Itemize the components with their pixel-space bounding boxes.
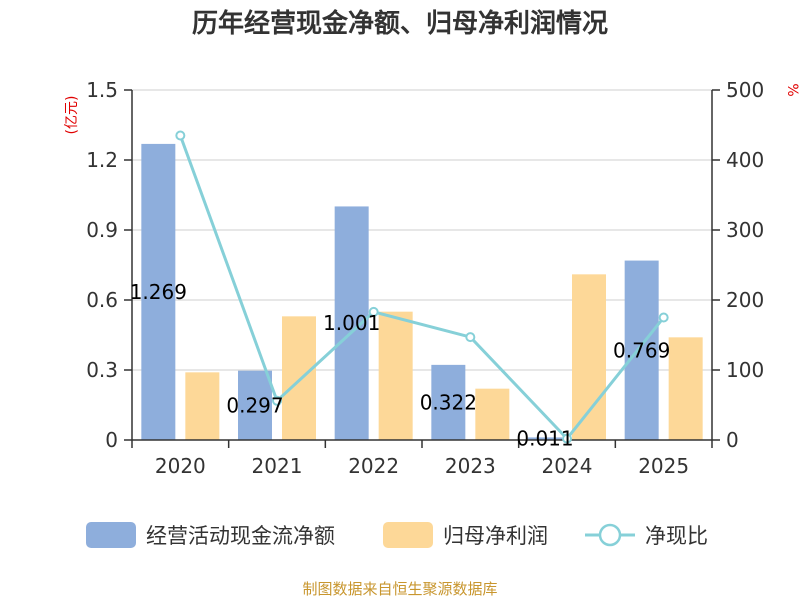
legend-label: 归母净利润 xyxy=(443,524,548,548)
data-label: 1.001 xyxy=(323,311,380,335)
cashflow-bar-2024[interactable] xyxy=(528,437,562,440)
axes: 0 0.3 0.6 0.9 1.2 1.5 0 100 200 300 400 500 2020 2021… xyxy=(64,78,800,478)
y-left-tick-label: 0 xyxy=(105,428,118,452)
legend-item-1[interactable]: 归母净利润 xyxy=(383,522,548,548)
chart-title: 历年经营现金净额、归母净利润情况 xyxy=(192,8,608,39)
legend-label: 净现比 xyxy=(645,524,708,548)
ratio-line xyxy=(175,130,669,444)
cashflow-bar-2023[interactable] xyxy=(431,364,466,440)
data-label: 1.269 xyxy=(130,280,187,304)
y-right-tick-label: 200 xyxy=(726,288,764,312)
x-tick-label: 2025 xyxy=(638,454,689,478)
cashflow-bar-2025[interactable] xyxy=(624,260,659,440)
ratio-point-2023[interactable] xyxy=(465,332,476,343)
y-left-tick-label: 0.3 xyxy=(86,358,118,382)
ratio-point-2022[interactable] xyxy=(368,306,379,317)
legend-item-2[interactable]: 净现比 xyxy=(585,523,708,548)
source-note: 制图数据来自恒生聚源数据库 xyxy=(302,580,497,598)
legend-swatch xyxy=(383,522,433,548)
profit-bar-2025[interactable] xyxy=(668,337,703,440)
y-left-tick-label: 0.9 xyxy=(86,218,118,242)
ratio-point-2021[interactable] xyxy=(272,395,282,406)
cashflow-bar-2021[interactable] xyxy=(238,370,272,440)
y-right-tick-label: 500 xyxy=(726,78,764,102)
x-tick-label: 2024 xyxy=(542,454,593,478)
y-left-tick-label: 0.6 xyxy=(86,288,118,312)
legend-marker xyxy=(598,523,622,547)
profit-bar-2020[interactable] xyxy=(185,372,220,440)
ratio-point-2024[interactable] xyxy=(562,433,572,444)
data-label: 0.297 xyxy=(226,393,283,417)
ratio-point-2025[interactable] xyxy=(658,312,669,323)
ratio-point-2020[interactable] xyxy=(175,130,186,141)
profit-bar-2022[interactable] xyxy=(378,311,413,440)
data-label: 0.011 xyxy=(516,427,573,451)
data-labels: 1.269 0.297 1.001 0.322 0.011 0.769 xyxy=(130,280,671,451)
cashflow-bar-2020[interactable] xyxy=(141,143,176,440)
x-tick-label: 2021 xyxy=(252,454,303,478)
legend-label: 经营活动现金流净额 xyxy=(146,524,335,548)
grid-lines xyxy=(132,89,712,371)
y-left-tick-label: 1.2 xyxy=(86,148,118,172)
y-right-tick-label: 0 xyxy=(726,428,739,452)
y-left-unit: (亿元) xyxy=(64,96,80,135)
data-label: 0.322 xyxy=(420,390,477,414)
ratio-line-path xyxy=(178,134,665,441)
profit-bar-2023[interactable] xyxy=(475,388,510,440)
y-right-unit: % xyxy=(784,83,800,96)
y-right-tick-label: 400 xyxy=(726,148,764,172)
profit-bar-2021[interactable] xyxy=(282,316,316,440)
x-tick-label: 2022 xyxy=(348,454,399,478)
legend[interactable]: 经营活动现金流净额 归母净利润 净现比 xyxy=(86,522,708,548)
profit-bar-2024[interactable] xyxy=(572,274,606,440)
y-left-tick-label: 1.5 xyxy=(86,78,118,102)
legend-item-0[interactable]: 经营活动现金流净额 xyxy=(86,522,335,548)
x-tick-label: 2020 xyxy=(155,454,206,478)
data-label: 0.769 xyxy=(613,338,670,362)
x-tick-label: 2023 xyxy=(445,454,496,478)
y-right-tick-label: 300 xyxy=(726,218,764,242)
y-right-tick-label: 100 xyxy=(726,358,764,382)
legend-swatch xyxy=(86,522,136,548)
